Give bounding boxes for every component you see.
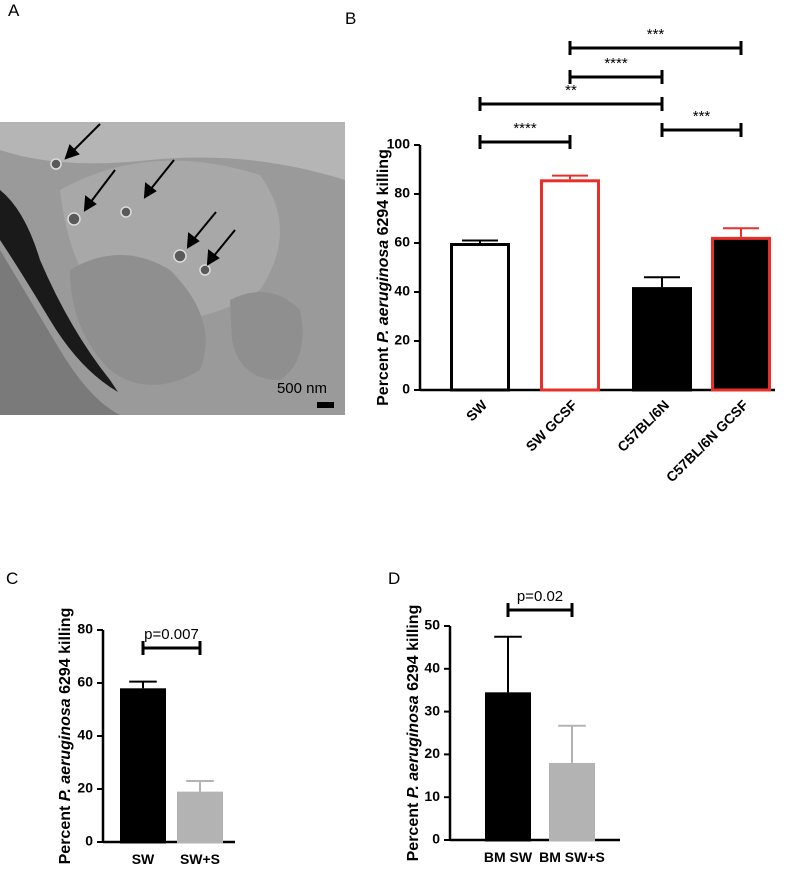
y-tick-label: 100 (387, 136, 411, 152)
arrow (89, 169, 116, 204)
y-tick-label: 20 (424, 745, 440, 761)
arrow (212, 229, 236, 258)
x-tick-label: SW (463, 396, 491, 424)
y-tick-label: 20 (394, 332, 410, 348)
x-tick-label: SW (132, 851, 155, 867)
y-tick-label: 40 (424, 660, 440, 676)
y-tick-label: 40 (77, 727, 93, 743)
y-tick-label: 60 (77, 674, 93, 690)
y-axis-label-part: P. aeruginosa (405, 695, 422, 798)
arrowhead (186, 232, 200, 249)
y-axis-label: Percent P. aeruginosa 6294 killing (375, 149, 392, 406)
arrows (64, 123, 236, 266)
bar (120, 688, 166, 844)
y-axis-label-part: P. aeruginosa (57, 698, 74, 801)
bar (485, 692, 531, 842)
y-tick-label: 30 (424, 702, 440, 718)
y-tick-label: 60 (394, 234, 410, 250)
significance-label: p=0.007 (144, 626, 199, 643)
granule (173, 249, 187, 263)
significance-label: **** (604, 55, 628, 72)
y-tick-label: 50 (424, 617, 440, 633)
bar (711, 236, 771, 392)
granule (67, 212, 81, 226)
granule (120, 206, 132, 218)
x-tick-label: BM SW+S (539, 849, 605, 865)
arrow (192, 211, 217, 241)
y-tick-label: 0 (432, 831, 440, 847)
micrograph: 500 nm (0, 122, 345, 415)
y-tick-label: 40 (394, 283, 410, 299)
panel-label: C (6, 569, 18, 588)
bar (632, 287, 692, 392)
y-axis-label-part: Percent (57, 801, 74, 864)
x-tick-label: SW GCSF (523, 396, 581, 454)
y-axis-label-part: 6294 killing (375, 149, 392, 240)
significance-label: *** (693, 108, 711, 125)
x-tick-label: C57BL/6N GCSF (663, 396, 752, 485)
y-axis-label: Percent P. aeruginosa 6294 killing (57, 608, 74, 865)
micrograph-membrane (0, 190, 118, 392)
arrowhead (64, 144, 80, 160)
arrowhead (206, 249, 220, 266)
bar (549, 762, 595, 842)
micrograph-region (0, 250, 120, 415)
y-axis-label-part: 6294 killing (405, 605, 422, 696)
y-axis-label-part: Percent (375, 343, 392, 406)
granules (50, 158, 211, 276)
y-tick-label: 20 (77, 780, 93, 796)
y-axis-label-part: 6294 killing (57, 608, 74, 699)
y-axis-label-part: P. aeruginosa (375, 240, 392, 343)
arrow (149, 159, 175, 191)
micrograph-nucleus (70, 255, 206, 385)
y-axis-label: Percent P. aeruginosa 6294 killing (405, 605, 422, 862)
scale-bar (317, 402, 334, 408)
y-tick-label: 80 (77, 621, 93, 637)
y-tick-label: 80 (394, 185, 410, 201)
y-tick-label: 0 (85, 833, 93, 849)
bar (450, 243, 510, 392)
granule (50, 158, 62, 170)
x-tick-label: C57BL/6N (614, 397, 672, 455)
x-tick-label: SW+S (180, 851, 220, 867)
arrowhead (143, 182, 157, 199)
bar (177, 791, 223, 844)
significance-label: ** (565, 82, 577, 99)
panel-label: A (8, 1, 20, 20)
bar (540, 179, 600, 392)
arrow (71, 123, 101, 153)
scale-bar-label: 500 nm (277, 380, 327, 397)
x-tick-label: BM SW (484, 849, 533, 865)
y-tick-label: 0 (402, 381, 410, 397)
y-tick-label: 10 (424, 788, 440, 804)
significance-label: p=0.02 (517, 588, 563, 605)
significance-label: **** (513, 120, 537, 137)
panel-label: D (388, 569, 400, 588)
significance-label: *** (647, 26, 665, 43)
granule (199, 264, 211, 276)
micrograph-nucleus (230, 292, 303, 380)
arrowhead (83, 195, 97, 212)
y-axis-label-part: Percent (405, 798, 422, 861)
panel-label: B (345, 9, 356, 28)
